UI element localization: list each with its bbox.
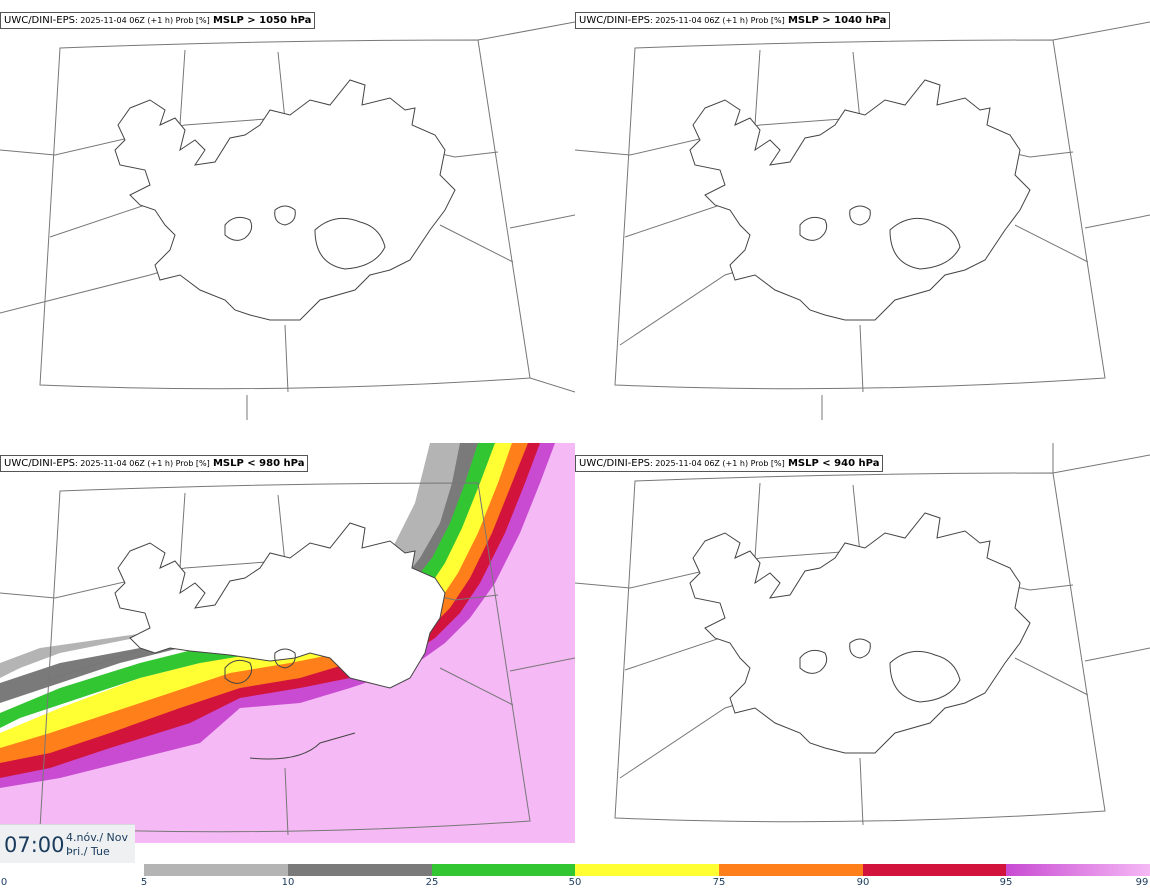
- map-svg: [575, 21, 1150, 420]
- model-name: UWC/DINI-EPS: [4, 458, 75, 469]
- legend-tick: 25: [425, 877, 439, 888]
- legend-swatch-5-10: [144, 864, 288, 876]
- map-svg: [575, 443, 1150, 826]
- model-name: UWC/DINI-EPS: [579, 15, 650, 26]
- valid-time-box: 07:00 4.nóv./ Nov Þri./ Tue: [0, 824, 135, 863]
- map-panel-4: UWC/DINI-EPS: 2025-11-04 06Z (+1 h) Prob…: [575, 443, 1150, 876]
- legend-tick: 99: [1135, 877, 1149, 888]
- date-line-1: 4.nóv./ Nov: [66, 831, 129, 844]
- map-panel-2: UWC/DINI-EPS: 2025-11-04 06Z (+1 h) Prob…: [575, 0, 1150, 433]
- parameter-label: MSLP > 1050 hPa: [212, 15, 312, 26]
- map-svg: [0, 21, 575, 420]
- legend-tick: 10: [281, 877, 295, 888]
- legend-swatch-10-25: [288, 864, 432, 876]
- model-name: UWC/DINI-EPS: [579, 458, 650, 469]
- map-panel-1: UWC/DINI-EPS: 2025-11-04 06Z (+1 h) Prob…: [0, 0, 575, 433]
- legend-swatch-50-75: [575, 864, 719, 876]
- run-info: : 2025-11-04 06Z (+1 h) Prob [%]: [74, 16, 210, 25]
- run-info: : 2025-11-04 06Z (+1 h) Prob [%]: [74, 459, 210, 468]
- panel-title: UWC/DINI-EPS: 2025-11-04 06Z (+1 h) Prob…: [575, 455, 884, 472]
- legend-swatch-75-90: [719, 864, 863, 876]
- legend-tick: 75: [712, 877, 726, 888]
- legend-swatch-95-99: [1006, 864, 1150, 876]
- panel-title: UWC/DINI-EPS: 2025-11-04 06Z (+1 h) Prob…: [0, 455, 309, 472]
- parameter-label: MSLP < 940 hPa: [787, 458, 880, 469]
- parameter-label: MSLP > 1040 hPa: [787, 15, 887, 26]
- map-svg: [0, 443, 575, 843]
- run-info: : 2025-11-04 06Z (+1 h) Prob [%]: [649, 459, 785, 468]
- legend-swatch-25-50: [432, 864, 575, 876]
- legend-tick: 95: [999, 877, 1013, 888]
- parameter-label: MSLP < 980 hPa: [212, 458, 305, 469]
- panel-title: UWC/DINI-EPS: 2025-11-04 06Z (+1 h) Prob…: [575, 12, 891, 29]
- model-name: UWC/DINI-EPS: [4, 15, 75, 26]
- legend-swatch-90-95: [863, 864, 1007, 876]
- color-legend: 0 5 10 25 50 75 90 95 99: [0, 862, 1150, 891]
- map-panel-3: UWC/DINI-EPS: 2025-11-04 06Z (+1 h) Prob…: [0, 443, 575, 876]
- legend-tick: 0: [0, 877, 8, 888]
- legend-tick: 50: [568, 877, 582, 888]
- panel-title: UWC/DINI-EPS: 2025-11-04 06Z (+1 h) Prob…: [0, 12, 316, 29]
- date-line-2: Þri./ Tue: [66, 845, 110, 858]
- legend-swatch-0-5: [0, 864, 144, 876]
- legend-tick: 90: [856, 877, 870, 888]
- run-info: : 2025-11-04 06Z (+1 h) Prob [%]: [649, 16, 785, 25]
- valid-date: 4.nóv./ Nov Þri./ Tue: [66, 831, 128, 859]
- valid-time-clock: 07:00: [4, 833, 65, 857]
- legend-tick: 5: [140, 877, 148, 888]
